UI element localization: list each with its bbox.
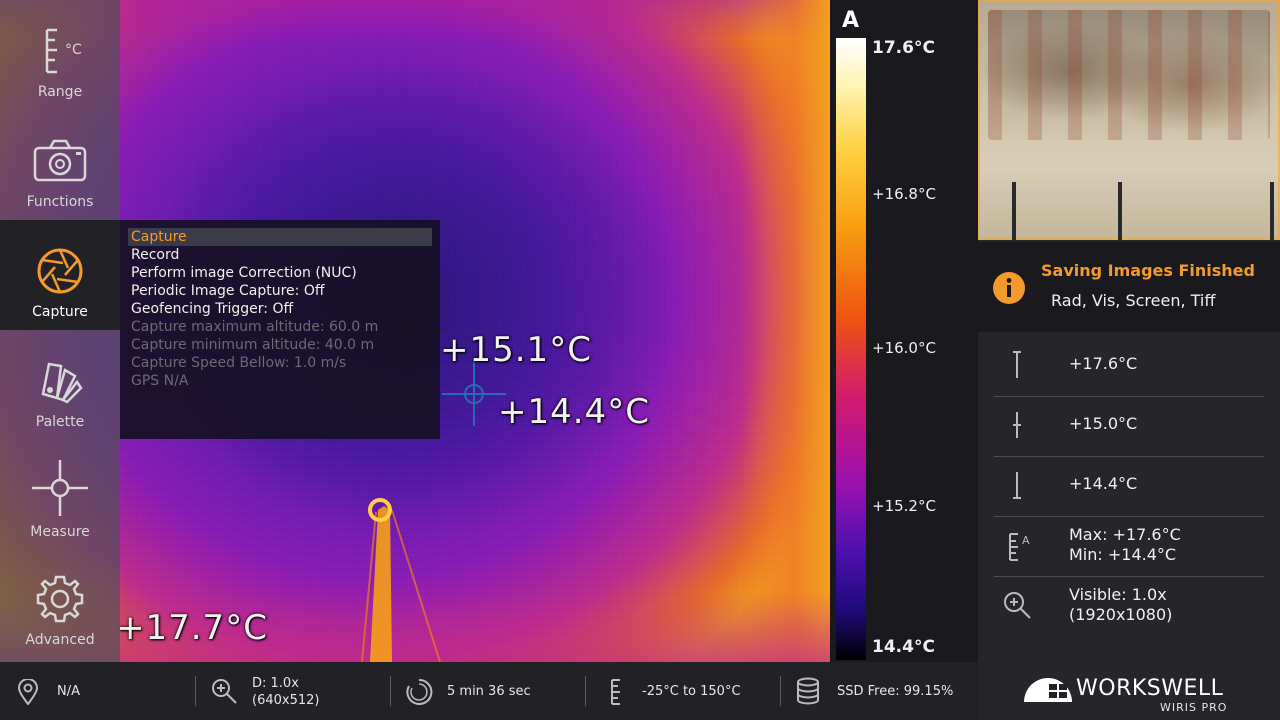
menu-item-record[interactable]: Record [131,247,180,263]
reading-mid-value: +15.0°C [1069,414,1138,433]
scale-mark-3: +15.2°C [872,497,936,515]
spot-temp-label-1: +15.1°C [440,330,592,370]
sidebar-item-measure[interactable]: Measure [0,440,120,550]
reading-zoom-resolution: (1920x1080) [1069,605,1173,624]
reading-range-min: Min: +14.4°C [1069,545,1177,564]
sidebar-item-label: Measure [30,524,90,540]
fresco-texture [988,10,1270,140]
svg-text:A: A [1022,534,1030,547]
reading-zoom: Visible: 1.0x (1920x1080) [994,576,1264,636]
status-digital-zoom-value: D: 1.0x [252,676,299,691]
brand-product: WIRIS PRO [1160,701,1228,714]
gear-icon [36,575,84,623]
capture-menu: Capture Record Perform image Correction … [120,220,440,439]
right-panel: Saving Images Finished Rad, Vis, Screen,… [978,0,1280,720]
reading-zoom-visible: Visible: 1.0x [1069,585,1167,604]
database-icon [797,677,819,705]
notification-banner: Saving Images Finished Rad, Vis, Screen,… [978,242,1280,332]
left-sidebar: °C Range Functions Capture [0,0,120,662]
sidebar-item-palette[interactable]: Palette [0,330,120,440]
status-gps-value: N/A [57,684,80,699]
brand-name: WORKSWELL [1076,676,1224,701]
hot-pole-shape [361,498,441,662]
sidebar-item-functions[interactable]: Functions [0,110,120,220]
thermal-edge-bottom [0,592,830,662]
sidebar-item-label: Range [37,84,83,100]
reading-max-value: +17.6°C [1069,354,1138,373]
preview-pole-middle [1118,182,1122,240]
visible-camera-preview[interactable] [978,0,1280,240]
zoom-in-icon [212,679,237,704]
status-separator [195,676,196,706]
mid-marker-icon [1013,412,1021,438]
reading-min-value: +14.4°C [1069,474,1138,493]
bottom-status-bar: N/A D: 1.0x (640x512) 5 min 36 sec -25°C… [0,662,978,720]
status-gps: N/A [0,662,195,720]
menu-item-capture[interactable]: Capture [128,228,432,246]
menu-item-nuc[interactable]: Perform image Correction (NUC) [131,265,357,281]
preview-pole-right [1270,182,1274,240]
menu-item-max-altitude: Capture maximum altitude: 60.0 m [131,319,379,335]
range-scale-icon: °C [45,28,82,74]
max-marker-icon [1013,351,1021,378]
scale-mode-label[interactable]: A [842,8,860,33]
range-scale-icon [611,679,620,705]
camera-icon [33,139,87,182]
sidebar-item-advanced[interactable]: Advanced [0,550,120,660]
info-icon [993,272,1025,304]
crosshair-icon [32,460,88,516]
status-temp-range: -25°C to 150°C [586,662,780,720]
notification-title: Saving Images Finished [1041,261,1255,280]
color-scale-bar [836,38,866,660]
sidebar-item-label: Functions [26,194,94,210]
status-timer: 5 min 36 sec [391,662,585,720]
aperture-icon [37,248,83,294]
reading-max-marker: +17.6°C [994,336,1264,397]
menu-item-periodic-capture[interactable]: Periodic Image Capture: Off [131,283,325,299]
scale-mark-1: +16.8°C [872,185,936,203]
menu-item-capture-speed: Capture Speed Bellow: 1.0 m/s [131,355,347,371]
status-digital-res: (640x512) [252,693,320,708]
sidebar-item-label: Palette [35,414,85,430]
zoom-in-icon [1004,592,1031,619]
status-ssd-value: SSD Free: 99.15% [837,684,954,699]
min-marker-icon [1013,472,1021,499]
status-ssd: SSD Free: 99.15% [781,662,978,720]
scale-mark-2: +16.0°C [872,339,936,357]
menu-item-geofencing[interactable]: Geofencing Trigger: Off [131,301,294,317]
status-separator [780,676,781,706]
reading-min-marker: +14.4°C [994,456,1264,517]
status-temp-range-value: -25°C to 150°C [642,684,741,699]
status-separator [390,676,391,706]
workswell-logo-mark [1024,678,1072,702]
sidebar-item-label: Capture [32,304,88,320]
scale-max-label: 17.6°C [872,38,935,58]
spot-temp-label-3: +17.7°C [116,608,268,648]
sidebar-item-range[interactable]: °C Range [0,0,120,110]
workswell-logo: WORKSWELL WIRIS PRO [1022,668,1242,716]
range-unit-label: °C [65,42,82,58]
location-pin-icon [17,679,39,705]
notification-detail: Rad, Vis, Screen, Tiff [1051,291,1216,310]
status-digital-zoom: D: 1.0x (640x512) [196,662,390,720]
spot-temp-label-2: +14.4°C [498,392,650,432]
reading-range: A Max: +17.6°C Min: +14.4°C [994,516,1264,577]
sidebar-item-capture[interactable]: Capture [0,220,120,330]
reading-range-max: Max: +17.6°C [1069,525,1181,544]
thermal-edge-right [740,0,830,662]
palette-swatch-icon [41,362,83,404]
color-scale-panel: A 17.6°C +16.8°C +16.0°C +15.2°C 14.4°C [830,0,978,662]
thermal-edge-top [0,0,830,40]
status-separator [585,676,586,706]
auto-range-icon: A [1009,533,1030,561]
scale-min-label: 14.4°C [872,637,935,657]
timer-icon [406,678,433,705]
menu-item-min-altitude: Capture minimum altitude: 40.0 m [131,337,375,353]
spot-crosshair-2[interactable] [442,362,506,426]
sidebar-item-label: Advanced [25,632,95,648]
reading-mid-marker: +15.0°C [994,396,1264,457]
menu-item-gps: GPS N/A [131,373,189,389]
status-timer-value: 5 min 36 sec [447,684,531,699]
preview-pole-left [1012,182,1016,240]
